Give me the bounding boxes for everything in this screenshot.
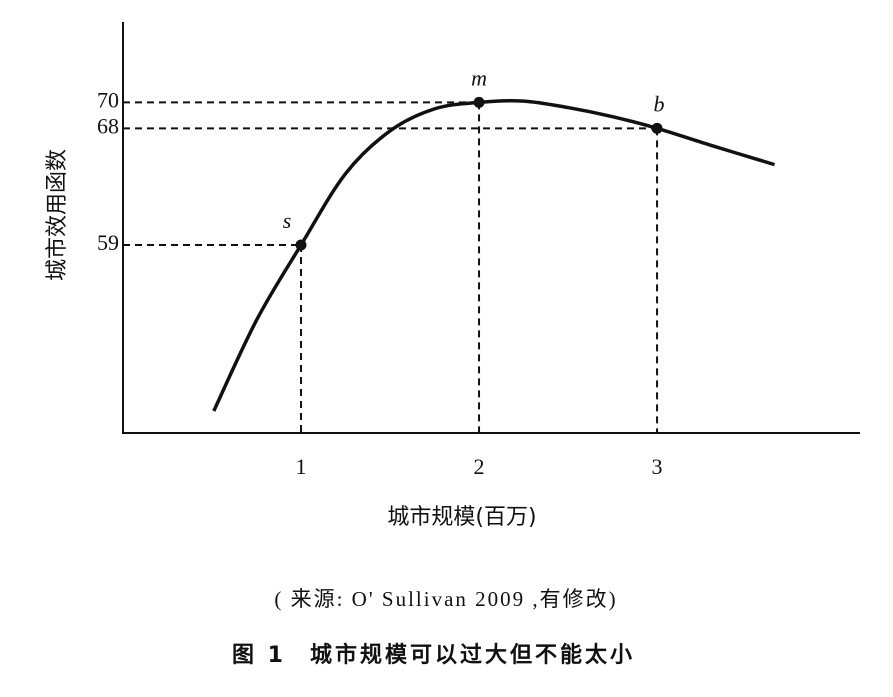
point-label: b: [654, 91, 665, 116]
point: [295, 239, 307, 251]
figure-title: 城市规模可以过大但不能太小: [310, 642, 635, 668]
y-axis-label: 城市效用函数: [45, 149, 70, 281]
x-tick-label: 3: [652, 454, 663, 479]
point-label: s: [283, 208, 292, 233]
x-tick-label: 1: [296, 454, 307, 479]
x-tick-label: 2: [474, 454, 485, 479]
x-axis-label: 城市规模(百万): [387, 505, 536, 530]
y-tick-label: 59: [97, 230, 119, 255]
figure-number: 图 1: [232, 643, 286, 668]
point-label: m: [471, 65, 487, 90]
curve: [212, 98, 776, 412]
point: [473, 96, 485, 108]
y-tick-label: 70: [97, 87, 119, 112]
caption: ( 来源: O' Sullivan 2009 ,有修改): [274, 587, 617, 611]
point: [651, 122, 663, 134]
y-tick-label: 68: [97, 113, 119, 138]
